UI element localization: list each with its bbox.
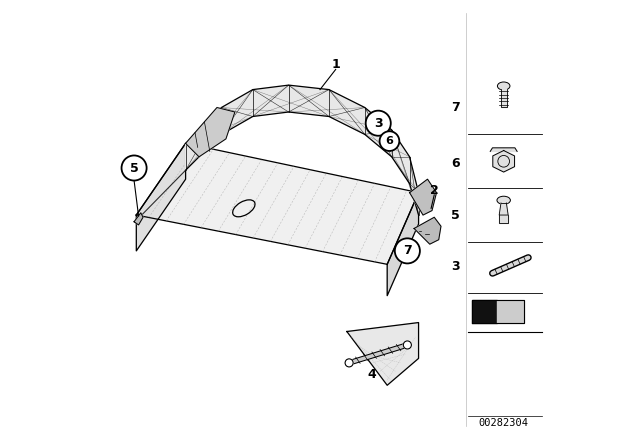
Text: 1: 1 [332,58,340,72]
Circle shape [395,238,420,263]
Text: 7: 7 [451,101,460,114]
Polygon shape [134,213,143,225]
Text: 5: 5 [451,208,460,222]
Text: 7: 7 [403,244,412,258]
Polygon shape [497,300,524,323]
Polygon shape [472,300,497,323]
Polygon shape [136,143,419,264]
Circle shape [380,131,399,151]
Text: 5: 5 [130,161,138,175]
Polygon shape [387,193,419,296]
Circle shape [345,359,353,367]
Text: 4: 4 [367,367,376,381]
Text: 2: 2 [430,184,438,197]
Polygon shape [414,217,441,244]
Circle shape [122,155,147,181]
Polygon shape [499,215,508,223]
Polygon shape [490,148,517,151]
Polygon shape [136,143,186,251]
Circle shape [403,341,412,349]
Ellipse shape [497,196,511,204]
Polygon shape [493,151,515,172]
Text: 6: 6 [452,157,460,170]
Polygon shape [186,85,419,215]
Text: 3: 3 [374,116,383,130]
Polygon shape [186,108,235,157]
Text: 6: 6 [385,136,394,146]
Circle shape [365,111,391,136]
Text: 3: 3 [452,260,460,273]
Text: 00282304: 00282304 [479,418,529,428]
Ellipse shape [497,82,510,90]
Polygon shape [410,179,436,215]
Polygon shape [347,323,419,385]
Polygon shape [499,203,508,215]
Polygon shape [500,89,507,107]
